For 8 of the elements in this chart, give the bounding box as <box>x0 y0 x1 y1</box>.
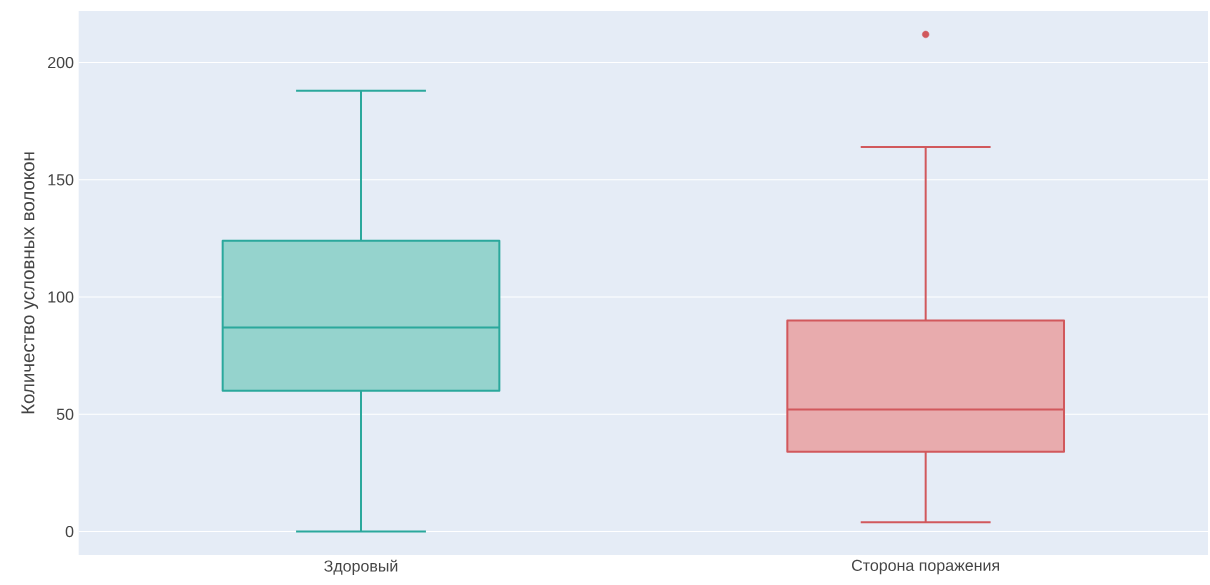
y-tick-label: 0 <box>65 525 74 538</box>
y-tick-label: 150 <box>48 174 74 186</box>
x-tick-label: Сторона поражения <box>851 559 1000 575</box>
y-tick-label: 50 <box>56 408 74 420</box>
y-axis-title: Количество условных волокон <box>21 152 39 414</box>
x-tick-label: Здоровый <box>324 559 398 575</box>
y-tick-label: 200 <box>48 56 74 69</box>
y-tick-label: 100 <box>48 291 74 303</box>
